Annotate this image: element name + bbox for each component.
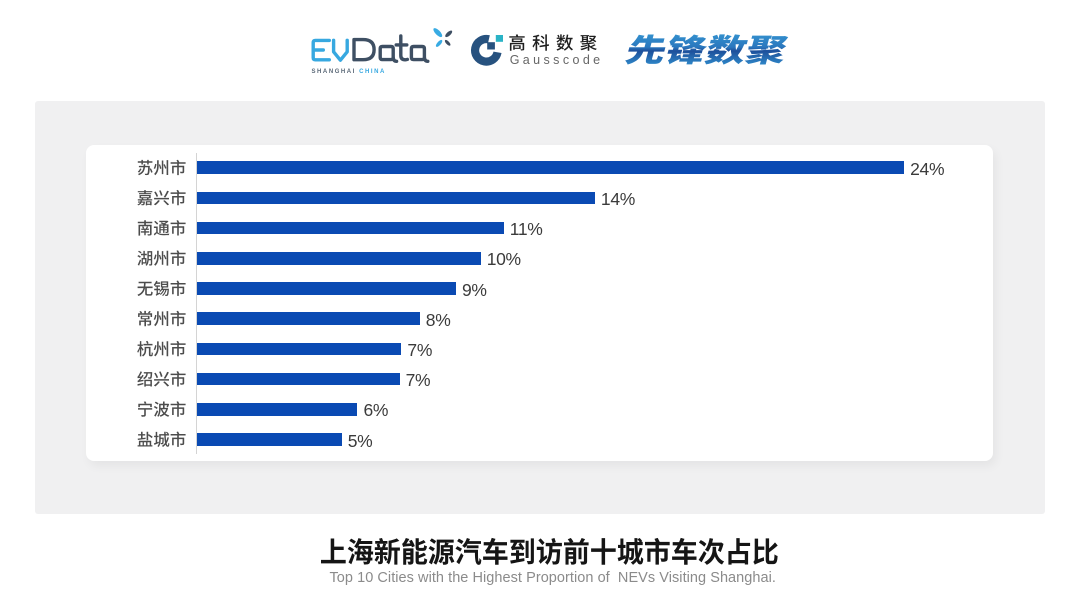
svg-text:SHANGHAI CHINA: SHANGHAI CHINA [312, 69, 386, 75]
svg-text:Gausscode: Gausscode [510, 53, 604, 67]
